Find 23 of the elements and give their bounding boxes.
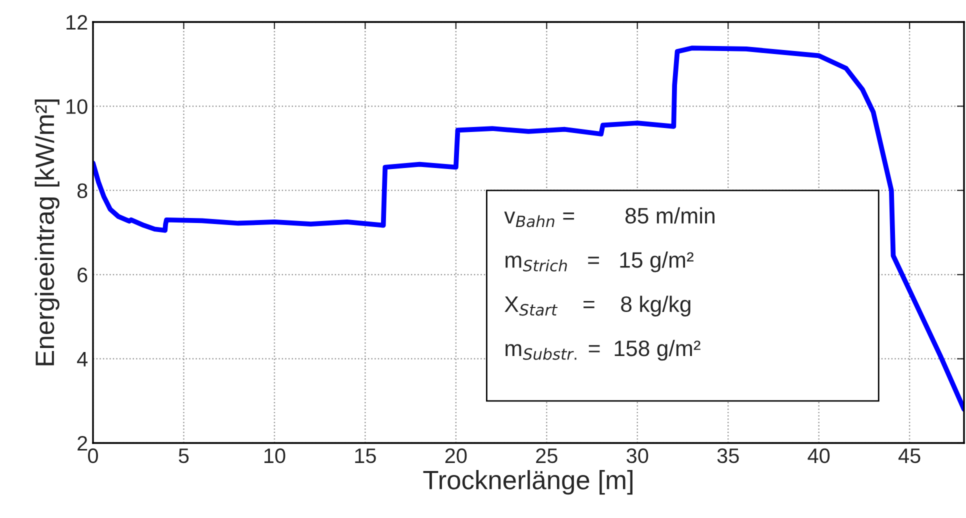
line-series [93,46,964,412]
x-tick-label: 0 [88,448,98,464]
text: X$_{Start}$ = 8 kg/kg [504,296,690,316]
annotation: v$_{Bahn}$ = 85 m/min [504,207,714,228]
x-tick-label: 40 [808,448,830,464]
y-tick-label: 12 [66,15,88,30]
x-tick-label: 10 [264,448,286,464]
y-tick-label: 2 [78,436,88,451]
x-tick-label: 5 [178,448,189,464]
x-tick-label: 30 [626,448,648,464]
x-axis-title: Trocknerlänge [m] [423,470,632,495]
text: m$_{Strich}$ = 15 g/m² [506,252,694,272]
x-tick-label: 15 [355,448,376,464]
x-tick-label: 35 [717,448,739,464]
y-tick-label: 8 [77,183,88,198]
y-tick-label: 10 [66,99,88,114]
x-tick-label: 25 [536,448,558,464]
annotation: m$_{Substr.}$ = 158 g/m² [506,340,700,361]
y-axis-title: Energieeintrag [kW/m²] [34,99,60,366]
x-tick-label: 20 [445,448,467,464]
y-tick-label: 6 [78,268,88,282]
y-tick-label: 4 [77,352,88,366]
x-tick-label: 45 [898,448,920,464]
